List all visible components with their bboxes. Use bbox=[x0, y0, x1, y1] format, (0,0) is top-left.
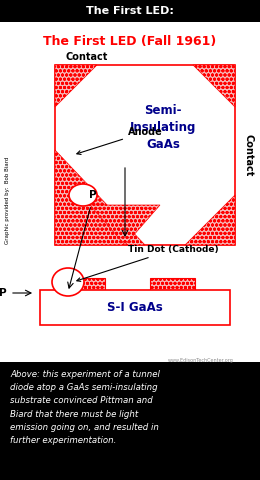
Bar bbox=[60, 278, 105, 290]
Text: Graphic provided by:  Bob Biard: Graphic provided by: Bob Biard bbox=[5, 156, 10, 244]
Polygon shape bbox=[55, 150, 145, 245]
Text: Semi-
Insulating
GaAs: Semi- Insulating GaAs bbox=[130, 105, 196, 152]
Polygon shape bbox=[193, 65, 235, 107]
Text: The First LED:: The First LED: bbox=[86, 6, 174, 16]
Bar bbox=[40, 290, 230, 325]
Ellipse shape bbox=[52, 268, 84, 296]
Text: S-I GaAs: S-I GaAs bbox=[107, 301, 163, 314]
Polygon shape bbox=[90, 205, 160, 245]
Bar bbox=[0, 0, 260, 22]
Bar bbox=[150, 278, 195, 290]
Text: Tin Dot (Cathode): Tin Dot (Cathode) bbox=[77, 245, 219, 281]
Polygon shape bbox=[55, 65, 97, 107]
Text: Contact: Contact bbox=[65, 52, 107, 62]
Text: www.EdisonTechCenter.org: www.EdisonTechCenter.org bbox=[168, 358, 234, 363]
Bar bbox=[0, 22, 260, 362]
Text: Above: this experiment of a tunnel
diode atop a GaAs semi-insulating
substrate c: Above: this experiment of a tunnel diode… bbox=[10, 370, 160, 445]
Bar bbox=[55, 65, 235, 245]
Text: The First LED (Fall 1961): The First LED (Fall 1961) bbox=[43, 36, 217, 48]
Text: P: P bbox=[0, 288, 7, 298]
Text: Anode: Anode bbox=[77, 127, 163, 155]
Text: P: P bbox=[89, 190, 97, 200]
Bar bbox=[0, 362, 260, 480]
Polygon shape bbox=[185, 195, 235, 245]
Text: Contact: Contact bbox=[243, 134, 253, 176]
Ellipse shape bbox=[69, 184, 97, 206]
